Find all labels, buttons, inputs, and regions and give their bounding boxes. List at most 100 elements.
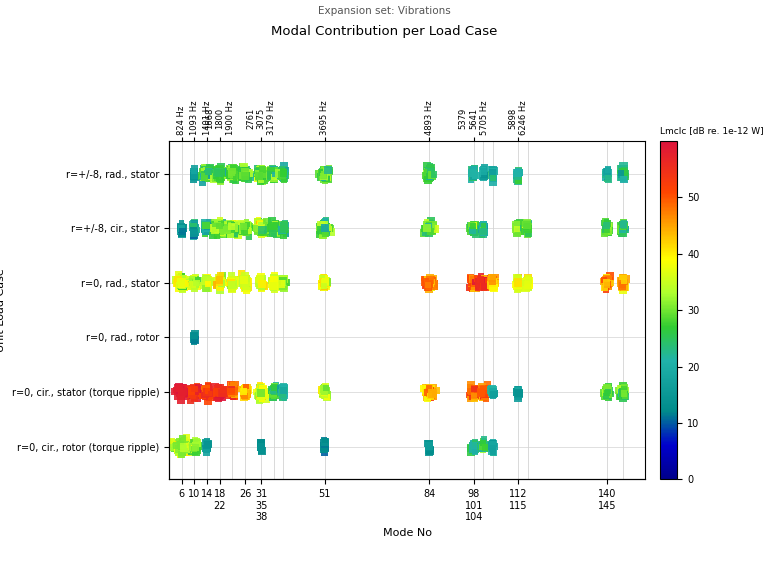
- Point: [189, 335, 201, 344]
- Point: [469, 221, 482, 230]
- Point: [187, 387, 200, 396]
- Point: [511, 170, 523, 179]
- Point: [239, 168, 251, 177]
- Point: [268, 277, 280, 287]
- Point: [616, 221, 628, 230]
- Point: [213, 281, 225, 290]
- Point: [187, 175, 200, 184]
- Point: [188, 167, 200, 176]
- Point: [318, 171, 330, 180]
- Point: [617, 384, 630, 393]
- Point: [618, 166, 631, 175]
- Point: [422, 389, 435, 398]
- Point: [323, 168, 336, 177]
- Point: [255, 284, 267, 293]
- Point: [201, 276, 214, 285]
- Point: [204, 389, 216, 398]
- Point: [318, 443, 330, 452]
- Point: [468, 440, 481, 450]
- Point: [488, 275, 500, 284]
- Point: [251, 391, 263, 400]
- Point: [176, 226, 188, 235]
- Point: [466, 223, 478, 232]
- Point: [274, 171, 286, 180]
- Point: [616, 167, 628, 176]
- Point: [277, 275, 290, 284]
- Point: [173, 382, 185, 391]
- Point: [318, 171, 330, 180]
- Point: [187, 331, 200, 340]
- Point: [467, 169, 479, 178]
- Point: [511, 282, 524, 291]
- Point: [202, 224, 214, 233]
- Point: [256, 171, 268, 180]
- Point: [600, 279, 612, 288]
- Point: [203, 389, 215, 398]
- Point: [467, 221, 479, 230]
- Point: [511, 223, 523, 232]
- Point: [487, 277, 499, 287]
- Point: [477, 444, 489, 453]
- Point: [212, 384, 224, 393]
- Point: [201, 281, 214, 290]
- Point: [313, 230, 326, 239]
- Point: [201, 223, 214, 232]
- Point: [277, 227, 290, 236]
- Point: [171, 393, 184, 402]
- Point: [201, 167, 214, 176]
- Point: [276, 226, 288, 235]
- Point: [222, 225, 234, 234]
- Point: [199, 227, 211, 236]
- Point: [476, 387, 488, 396]
- Point: [478, 385, 491, 394]
- Point: [423, 444, 435, 453]
- Point: [227, 164, 239, 173]
- Point: [267, 174, 280, 183]
- Point: [522, 224, 535, 233]
- Point: [210, 172, 222, 181]
- Point: [465, 166, 478, 175]
- Point: [200, 167, 213, 176]
- Point: [216, 167, 228, 176]
- Point: [239, 284, 251, 293]
- Point: [256, 165, 268, 174]
- Point: [202, 385, 214, 394]
- Point: [201, 275, 214, 284]
- Point: [600, 386, 612, 395]
- Point: [198, 393, 210, 402]
- Point: [208, 175, 220, 184]
- Point: [511, 229, 523, 238]
- Point: [227, 226, 239, 235]
- Point: [319, 277, 331, 286]
- Point: [424, 169, 436, 178]
- Point: [215, 219, 227, 228]
- Point: [425, 276, 438, 285]
- Point: [175, 272, 187, 281]
- Point: [522, 275, 535, 284]
- Point: [177, 278, 189, 287]
- Point: [521, 280, 533, 289]
- Point: [485, 442, 498, 451]
- Point: [318, 277, 330, 286]
- Point: [269, 226, 281, 235]
- Point: [207, 170, 220, 179]
- Point: [468, 170, 481, 179]
- Point: [228, 168, 240, 177]
- Point: [277, 167, 290, 176]
- Point: [214, 172, 227, 181]
- Point: [255, 278, 267, 287]
- Point: [277, 385, 290, 394]
- Point: [279, 390, 291, 399]
- Point: [256, 387, 268, 396]
- Point: [620, 224, 632, 233]
- Point: [598, 228, 611, 237]
- Point: [213, 226, 225, 235]
- Point: [166, 443, 178, 452]
- Point: [229, 227, 241, 236]
- Point: [278, 386, 290, 395]
- Point: [423, 439, 435, 448]
- Point: [214, 281, 226, 290]
- Point: [175, 223, 187, 232]
- Point: [214, 170, 227, 179]
- Point: [485, 274, 498, 283]
